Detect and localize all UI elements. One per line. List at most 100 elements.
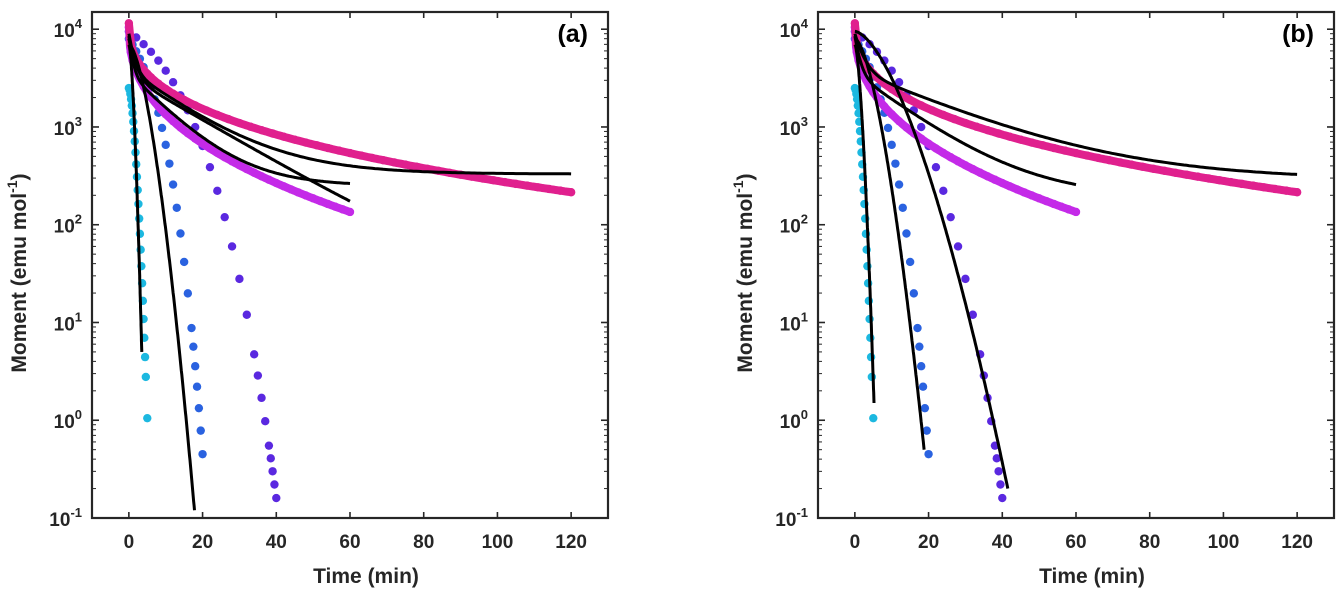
y-tick-label: 103: [780, 114, 808, 140]
data-point: [905, 257, 915, 267]
data-point: [157, 123, 167, 133]
data-point: [909, 289, 919, 298]
data-point: [168, 180, 178, 189]
data-point: [268, 467, 277, 476]
x-tick-label: 80: [1139, 532, 1160, 553]
data-point: [143, 413, 152, 423]
data-point: [961, 274, 970, 284]
fit-4-curve: [127, 35, 351, 185]
fit-1-curve: [853, 43, 876, 404]
data-point: [192, 382, 202, 391]
data-point: [235, 274, 244, 284]
panel-label: (a): [557, 20, 588, 48]
series-trace: [850, 23, 1080, 216]
data-point: [891, 159, 900, 168]
fit-5-curve: [853, 33, 1298, 176]
panel-a: 0 20 40 60 80 100 120 10-1 100 101 102 103 104 Time (…: [4, 10, 610, 588]
data-point: [917, 362, 926, 371]
data-point: [213, 186, 222, 196]
data-point: [922, 426, 931, 435]
fit-5-curve: [127, 33, 572, 176]
data-point: [994, 467, 1003, 476]
data-point: [168, 78, 178, 87]
data-point: [264, 441, 274, 450]
data-point: [161, 66, 170, 75]
x-tick-label: 0: [124, 532, 135, 553]
x-axis-label: Time (min): [1039, 565, 1145, 588]
x-tick-label: 20: [192, 532, 213, 553]
data-point: [253, 371, 263, 380]
series-decay-5: [124, 19, 576, 197]
data-point: [902, 229, 911, 238]
data-point: [194, 403, 204, 413]
data-point: [187, 323, 196, 333]
series-trace: [124, 23, 354, 216]
data-point: [205, 162, 215, 172]
data-point: [198, 449, 207, 459]
data-point: [146, 47, 156, 57]
data-point: [172, 203, 181, 212]
data-point: [189, 342, 198, 351]
series-trace: [850, 19, 1302, 197]
data-point: [249, 350, 259, 359]
series-decay-4: [124, 22, 355, 217]
fit-1-curve: [127, 43, 144, 352]
x-tick-label: 60: [1065, 532, 1086, 553]
data-point: [183, 289, 193, 298]
data-point: [917, 122, 926, 132]
x-tick-label: 60: [339, 532, 360, 553]
x-tick-label: 100: [482, 532, 514, 553]
data-point: [887, 140, 896, 150]
data-point: [272, 493, 281, 503]
data-point: [179, 257, 189, 267]
data-point: [270, 480, 279, 489]
data-point: [165, 159, 174, 168]
x-tick-label: 120: [555, 532, 587, 553]
y-tick-label: 104: [780, 16, 809, 42]
fit-3-curve: [854, 29, 1010, 489]
data-point: [996, 480, 1005, 489]
data-point: [140, 352, 150, 362]
data-point: [141, 372, 151, 382]
series-trace: [124, 19, 576, 197]
data-point: [161, 140, 170, 150]
data-point: [920, 403, 930, 413]
y-tick-label: 100: [54, 407, 82, 433]
y-tick-label: 102: [54, 212, 82, 238]
data-point: [176, 229, 185, 238]
data-point: [220, 212, 229, 222]
x-tick-label: 100: [1208, 532, 1240, 553]
x-tick-label: 0: [850, 532, 861, 553]
data-point: [894, 78, 904, 87]
y-axis-label: Moment (emu mol-1): [4, 173, 31, 372]
data-point: [953, 242, 963, 251]
panel-label: (b): [1282, 20, 1314, 48]
data-point: [968, 310, 977, 319]
data-point: [242, 310, 251, 319]
data-point: [261, 417, 270, 426]
data-point: [915, 342, 924, 351]
data-point: [992, 454, 1001, 463]
data-point: [898, 203, 907, 212]
series-decay-5: [850, 19, 1302, 197]
fit-4-curve: [853, 35, 1077, 187]
x-axis-label: Time (min): [313, 565, 419, 588]
data-point: [257, 393, 266, 403]
x-tick-label: 120: [1281, 532, 1313, 553]
y-axis-label: Moment (emu mol-1): [730, 173, 757, 372]
y-tick-label: 101: [54, 309, 82, 335]
data-point: [924, 449, 933, 459]
y-tick-label: 102: [780, 212, 808, 238]
x-tick-label: 40: [992, 532, 1013, 553]
data-point: [883, 123, 893, 133]
data-point: [998, 493, 1007, 503]
data-point: [894, 180, 904, 189]
x-tick-label: 40: [266, 532, 287, 553]
data-point: [191, 362, 200, 371]
data-point: [139, 39, 148, 49]
panel-b: 0 20 40 60 80 100 120 10-1 100 101 102 103 104 Time (…: [730, 10, 1336, 588]
y-tick-label: 10-1: [49, 505, 82, 531]
data-point: [869, 413, 878, 423]
y-tick-label: 101: [780, 309, 808, 335]
